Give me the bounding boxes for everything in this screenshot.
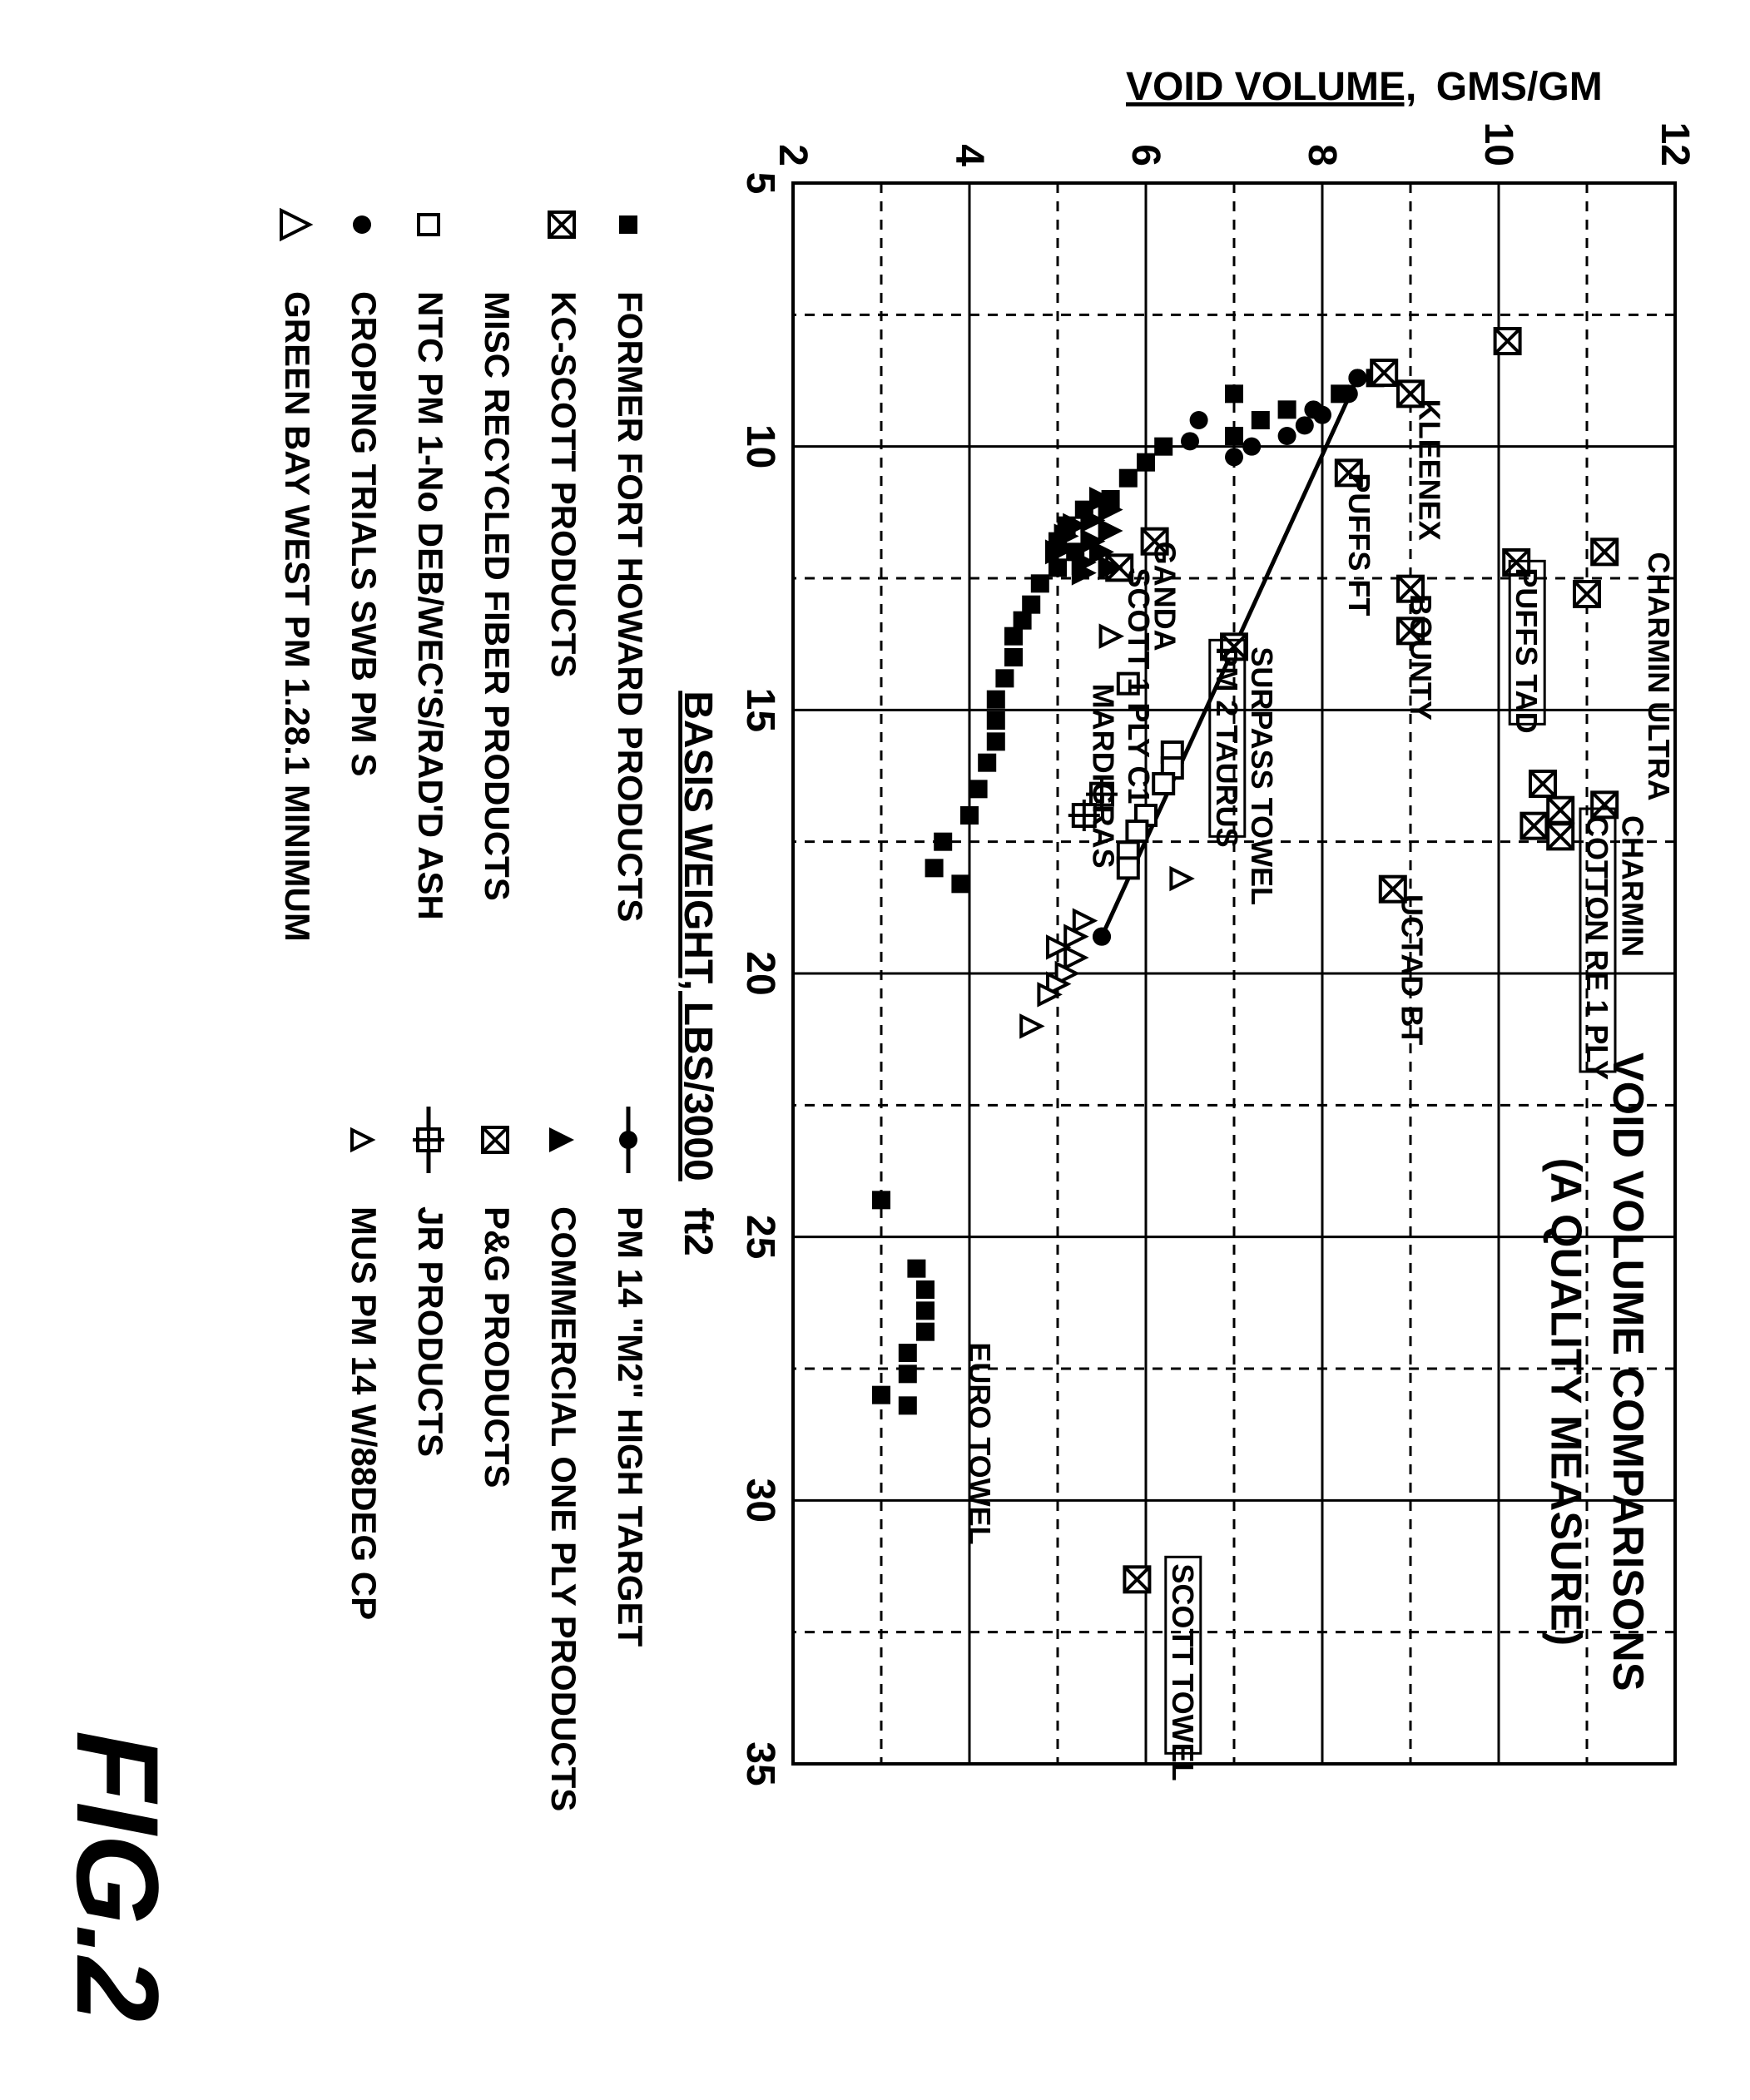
legend-item: JR PRODUCTS — [411, 1107, 450, 1457]
point-label: COTTON RE 1 PLY — [1580, 815, 1614, 1080]
x-tick-label: 20 — [738, 951, 782, 995]
legend-label: GREEN BAY WEST PM 1.28.1 MINIMUM — [278, 291, 317, 942]
point-label: UCTAD BT — [1395, 894, 1429, 1045]
point-label: CHARMIN ULTRA — [1642, 552, 1676, 800]
scatter-chart: VOID VOLUME, GMS/GM 5 10 15 20 25 30 35 2 4 6 8 10 1… — [42, 42, 1708, 2058]
point-label: CHARMIN — [1615, 815, 1649, 957]
x-tick-label: 35 — [738, 1741, 782, 1785]
legend-item: CROPING TRIALS SWB PM S — [345, 215, 384, 776]
point-label: PM 2 TAURUS — [1210, 646, 1244, 847]
legend-left: FORMER FORT HOWARD PRODUCTS KC-SCOTT PROD… — [278, 210, 650, 942]
legend-label: KC-SCOTT PRODUCTS — [544, 291, 583, 677]
legend-label: NTC PM 1-No DEB/WEC'S/RAD'D ASH — [411, 291, 450, 920]
legend-item: MUS PM 14 W/88DEG CP — [345, 1130, 384, 1620]
x-tick-label: 15 — [738, 688, 782, 732]
legend-item: FORMER FORT HOWARD PRODUCTS — [611, 215, 650, 922]
rotated-container: VOID VOLUME, GMS/GM 5 10 15 20 25 30 35 2 4 6 8 10 1… — [42, 42, 1708, 2058]
x-tick-label: 25 — [738, 1215, 782, 1259]
x-tick-label: 10 — [738, 424, 782, 468]
y-tick-label: 8 — [1300, 144, 1344, 166]
point-label: PUFFS TAD — [1510, 567, 1544, 733]
page: VOID VOLUME, GMS/GM 5 10 15 20 25 30 35 2 4 6 8 10 1… — [0, 0, 1750, 2100]
y-tick-label: 10 — [1476, 122, 1520, 166]
point-label: KLEENEX — [1413, 399, 1447, 541]
x-tick-label: 5 — [738, 172, 782, 195]
chart-title-line1: VOID VOLUME COMPARISONS — [1604, 1052, 1652, 1691]
legend-label: FORMER FORT HOWARD PRODUCTS — [611, 291, 650, 922]
legend-item: MISC RECYCLED FIBER PRODUCTS — [478, 291, 517, 901]
point-label: PUFFS FT — [1342, 473, 1376, 616]
legend-item: NTC PM 1-No DEB/WEC'S/RAD'D ASH — [411, 215, 450, 920]
point-label: EURO TOWEL — [963, 1342, 997, 1544]
point-label: BOUNTY — [1404, 594, 1438, 721]
legend-label: P&G PRODUCTS — [478, 1206, 517, 1488]
legend-label: MUS PM 14 W/88DEG CP — [345, 1206, 384, 1620]
legend-label: JR PRODUCTS — [411, 1206, 450, 1457]
y-axis-title: VOID VOLUME, GMS/GM — [1126, 65, 1603, 109]
legend-item: GREEN BAY WEST PM 1.28.1 MINIMUM — [278, 210, 317, 942]
point-label: MARDIGRAS — [1086, 684, 1120, 869]
point-label: SCOTT TOWEL — [1166, 1563, 1200, 1781]
figure-label: FIG.2 — [52, 1731, 183, 2022]
legend-label: PM 14 "M2" HIGH TARGET — [611, 1206, 650, 1647]
x-axis-title: BASIS WEIGHT, LBS/3000 ft2 — [676, 691, 720, 1256]
y-tick-label: 6 — [1123, 144, 1167, 166]
y-tick-label: 2 — [771, 144, 815, 166]
y-tick-label: 12 — [1653, 122, 1697, 166]
chart-area: VOID VOLUME, GMS/GM 5 10 15 20 25 30 35 2 4 6 8 10 1… — [42, 42, 1708, 2058]
legend-label: CROPING TRIALS SWB PM S — [345, 291, 384, 776]
legend-right: PM 14 "M2" HIGH TARGET COMMERCIAL ONE PLY… — [345, 1107, 650, 1811]
chart-title-line2: (A QUALITY MEASURE) — [1542, 1158, 1590, 1646]
legend-item: P&G PRODUCTS — [478, 1127, 517, 1488]
legend-item: PM 14 "M2" HIGH TARGET — [611, 1107, 650, 1647]
legend-item: COMMERCIAL ONE PLY PRODUCTS — [544, 1127, 583, 1811]
point-label: SURPASS TOWEL — [1245, 646, 1279, 905]
y-tick-label: 4 — [947, 144, 991, 166]
point-label: SCOTT 1 PLY C1 — [1122, 567, 1156, 804]
x-tick-label: 30 — [738, 1478, 782, 1523]
legend-item: KC-SCOTT PRODUCTS — [544, 212, 583, 677]
legend-label: MISC RECYCLED FIBER PRODUCTS — [478, 291, 517, 901]
legend-label: COMMERCIAL ONE PLY PRODUCTS — [544, 1206, 583, 1811]
